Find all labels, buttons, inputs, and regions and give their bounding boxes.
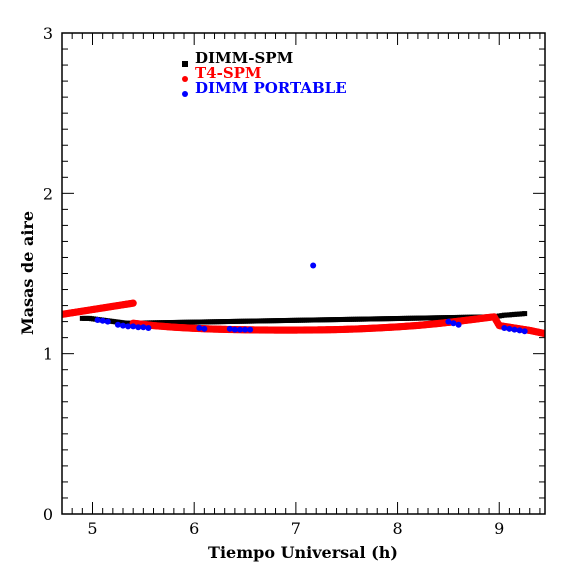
data-point	[509, 312, 515, 318]
x-axis-label: Tiempo Universal (h)	[208, 543, 398, 562]
data-point	[247, 326, 254, 333]
data-point	[135, 324, 142, 331]
data-point	[541, 330, 545, 338]
data-point	[114, 321, 121, 328]
data-point	[104, 318, 111, 325]
data-point	[499, 313, 505, 319]
data-point	[506, 312, 512, 318]
data-point	[445, 318, 452, 325]
data-point	[125, 323, 132, 330]
x-tick-label: 9	[494, 519, 504, 538]
data-point	[522, 311, 528, 317]
data-point	[242, 326, 249, 333]
legend-label-t4-spm: T4-SPM	[195, 64, 262, 82]
data-point	[450, 320, 457, 327]
data-point	[511, 311, 517, 317]
data-point	[201, 325, 208, 332]
data-point	[145, 325, 152, 332]
data-point	[130, 323, 137, 330]
legend-marker-dimm-portable	[182, 91, 188, 97]
data-point	[140, 324, 147, 331]
data-point	[94, 316, 101, 323]
data-point	[236, 326, 243, 333]
data-point	[455, 321, 462, 328]
data-point	[99, 317, 106, 324]
legend-label-dimm-portable: DIMM PORTABLE	[195, 79, 347, 97]
data-point	[504, 312, 510, 318]
series-t4-spm	[62, 299, 545, 338]
y-tick-label: 0	[43, 505, 53, 524]
plot-frame	[61, 32, 546, 515]
data-point	[310, 262, 317, 269]
data-point	[506, 325, 513, 332]
legend-marker-t4-spm	[182, 76, 188, 82]
data-marks	[62, 262, 545, 338]
x-tick-label: 6	[189, 519, 199, 538]
data-point	[519, 311, 525, 317]
data-point	[129, 299, 137, 307]
y-tick-label: 3	[43, 24, 53, 43]
data-point	[501, 325, 508, 332]
legend-label-dimm-spm: DIMM-SPM	[195, 49, 293, 67]
x-tick-label: 8	[392, 519, 402, 538]
y-tick-label: 1	[43, 345, 53, 364]
data-point	[517, 311, 523, 317]
legend-marker-dimm-spm	[182, 61, 188, 67]
series-dimm-portable	[94, 262, 528, 335]
x-tick-label: 5	[87, 519, 97, 538]
y-tick-label: 2	[43, 184, 53, 203]
data-point	[226, 325, 233, 332]
data-point	[496, 313, 502, 319]
data-point	[521, 328, 528, 335]
axes: 5 6 7 8 9 0 1 2 3	[43, 24, 545, 538]
data-point	[514, 311, 520, 317]
data-point	[511, 326, 518, 333]
plot-content	[62, 262, 545, 338]
data-point	[501, 312, 507, 318]
data-point	[120, 322, 127, 329]
data-point	[196, 325, 203, 332]
data-point	[516, 327, 523, 334]
y-axis-label: Masas de aire	[18, 211, 37, 335]
data-point	[231, 326, 238, 333]
x-tick-label: 7	[291, 519, 301, 538]
